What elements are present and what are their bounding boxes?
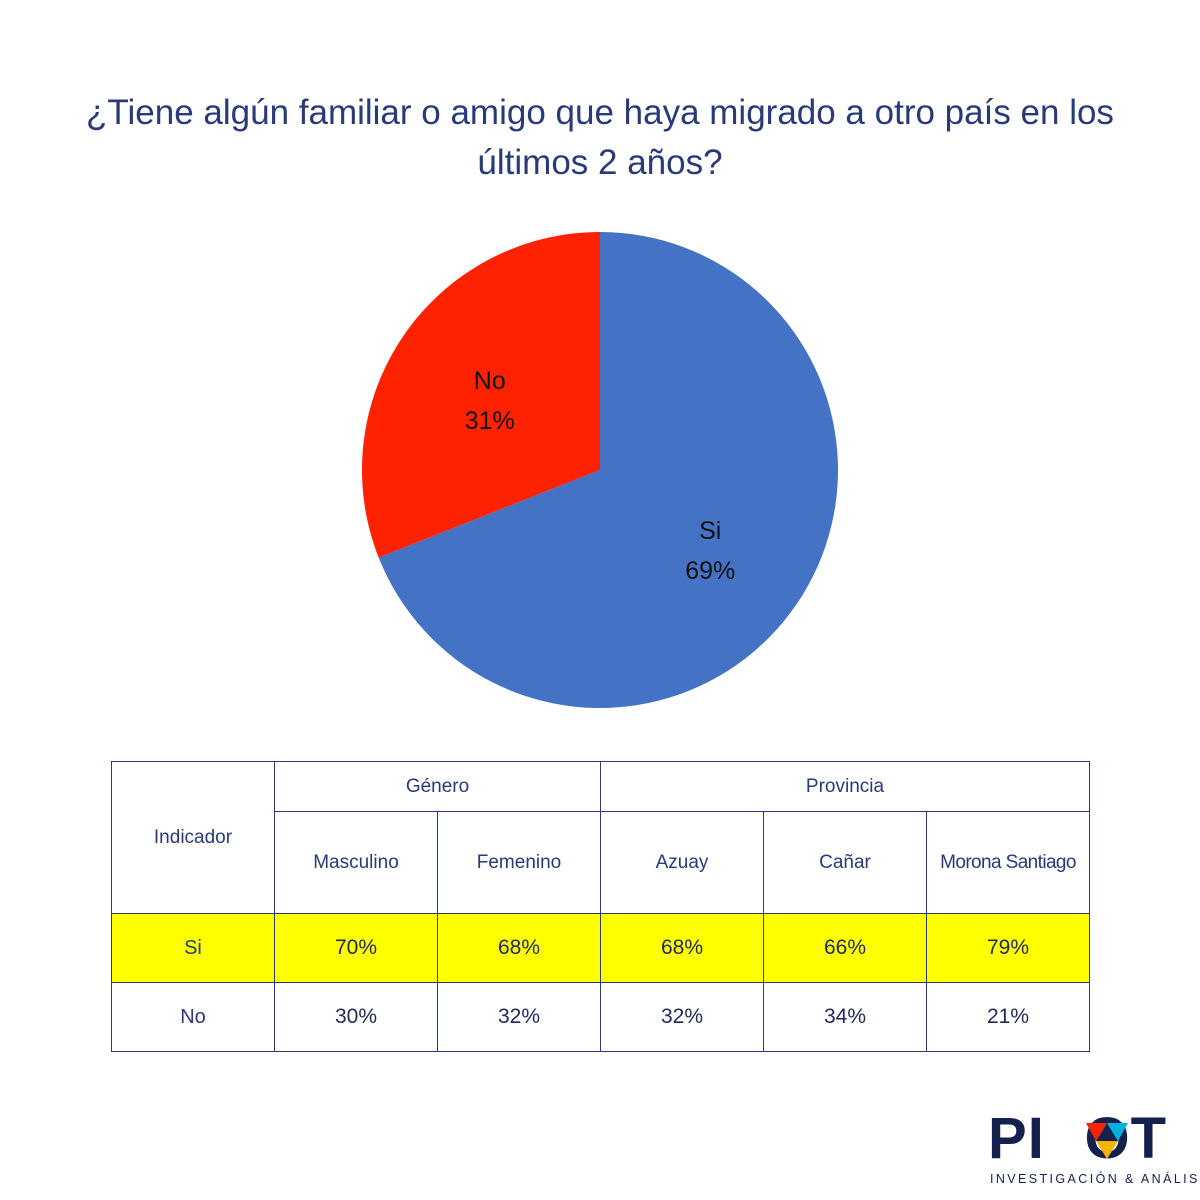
table-cell: 30% [274,982,438,1052]
group-header-genero: Género [274,761,601,812]
column-header-morona-santiago: Morona Santiago [926,811,1090,914]
column-header-azuay: Azuay [600,811,764,914]
results-table: Indicador Género Provincia Masculino Fem… [111,761,1090,1052]
chart-title-line-1: ¿Tiene algún familiar o amigo que haya m… [86,93,1114,132]
logo-wordmark: PIVOT [988,1108,1167,1170]
column-header-canar: Cañar [763,811,927,914]
column-header-femenino: Femenino [437,811,601,914]
logo-letter: P [988,1106,1028,1171]
chart-title: ¿Tiene algún familiar o amigo que haya m… [0,88,1200,188]
table-cell: 68% [600,913,764,983]
logo-letter: I [1027,1106,1045,1171]
pie-value-label-no: 31% [465,407,515,435]
chart-title-line-2: últimos 2 años? [477,143,723,182]
column-header-masculino: Masculino [274,811,438,914]
logo-triangle-icon [1086,1123,1128,1159]
pie-value-label-si: 69% [685,557,735,585]
table-row: Si 70% 68% 68% 66% 79% [111,913,1090,983]
table-cell: 32% [600,982,764,1052]
table-cell: 34% [763,982,927,1052]
row-label-si: Si [111,913,275,983]
table-row: No 30% 32% 32% 34% 21% [111,982,1090,1052]
pie-slice-si [378,232,838,708]
table-cell: 66% [763,913,927,983]
pie-slice-no [361,232,600,558]
pie-label-si: Si [699,517,721,545]
table-cell: 32% [437,982,601,1052]
table-cell: 70% [274,913,438,983]
logo-letter: V [1045,1106,1085,1171]
logo-subtitle: INVESTIGACIÓN & ANÁLISIS [990,1172,1200,1186]
logo-letter: T [1130,1106,1168,1171]
indicator-header: Indicador [111,761,275,914]
table-cell: 68% [437,913,601,983]
row-label-no: No [111,982,275,1052]
pie-chart: Si 69% No 31% [361,232,838,708]
pivot-logo: PIVOT INVESTIGACIÓN & ANÁLISIS [988,1108,1200,1192]
pie-label-no: No [474,367,506,395]
group-header-provincia: Provincia [600,761,1090,812]
table-cell: 21% [926,982,1090,1052]
table-cell: 79% [926,913,1090,983]
